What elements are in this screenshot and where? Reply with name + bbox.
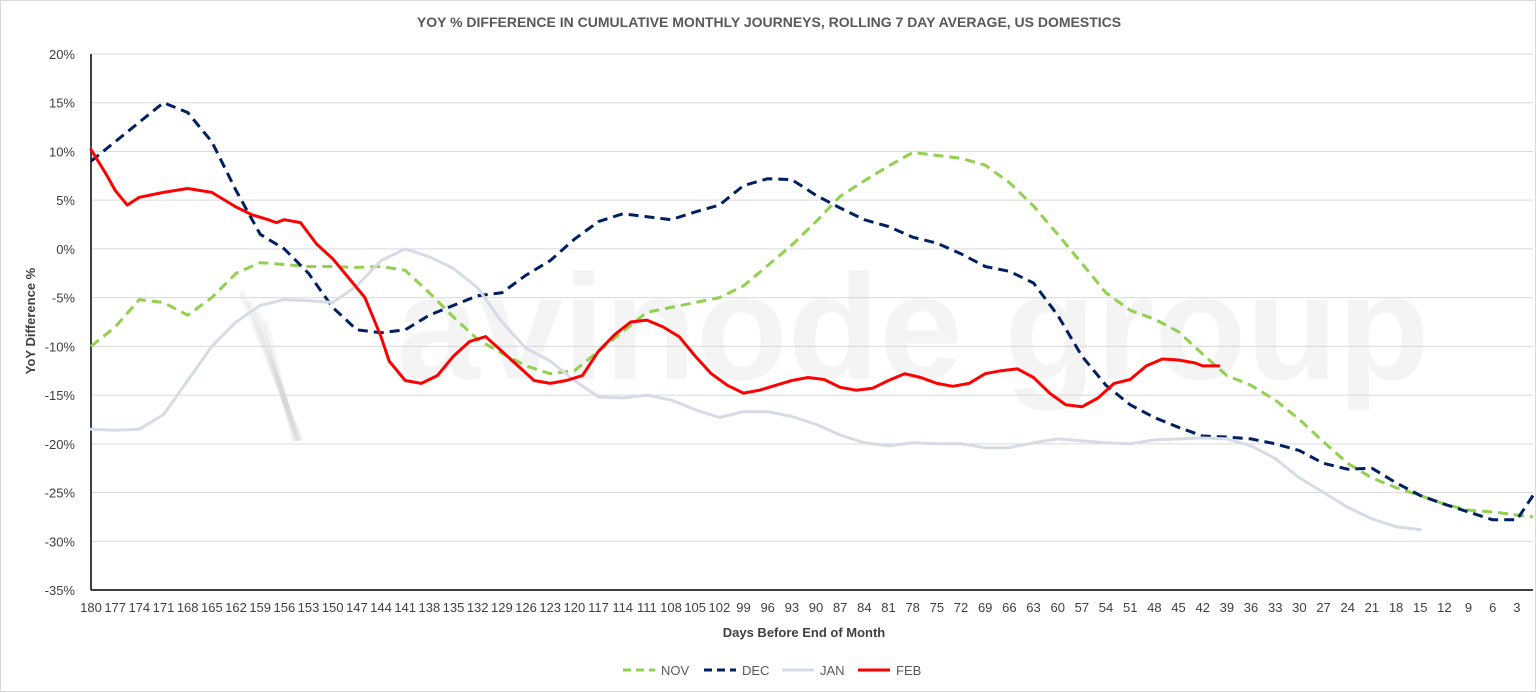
y-tick-label: 20% [49,47,75,62]
x-tick-label: 33 [1268,600,1282,615]
x-tick-label: 126 [515,600,537,615]
x-tick-label: 99 [736,600,750,615]
x-tick-label: 42 [1195,600,1209,615]
x-tick-label: 63 [1026,600,1040,615]
y-tick-label: -5% [52,291,76,306]
x-tick-label: 120 [564,600,586,615]
y-tick-label: -30% [45,534,76,549]
watermark-mark [238,289,304,443]
chart-title: YOY % DIFFERENCE IN CUMULATIVE MONTHLY J… [417,14,1121,30]
x-tick-label: 57 [1075,600,1089,615]
y-axis-ticks: 20% 15% 10% 5% 0% -5% -10% -15% -20% -25% -30% -35% [45,47,76,598]
x-tick-label: 84 [857,600,871,615]
y-tick-label: -25% [45,486,76,501]
x-tick-label: 45 [1171,600,1185,615]
x-tick-label: 102 [709,600,731,615]
x-tick-label: 90 [809,600,823,615]
legend-label-feb: FEB [896,663,921,678]
x-tick-label: 3 [1513,600,1520,615]
x-tick-label: 159 [249,600,271,615]
series-line-dec [90,101,1535,522]
watermark-mark [262,320,298,442]
x-tick-label: 78 [905,600,919,615]
x-axis-label: Days Before End of Month [723,625,886,640]
x-tick-label: 30 [1292,600,1306,615]
x-tick-label: 180 [80,600,102,615]
watermark-mark [254,310,300,442]
watermark-logo: avinode group [238,243,1429,443]
x-tick-label: 81 [881,600,895,615]
legend: NOV DEC JAN FEB [623,663,921,678]
legend-label-dec: DEC [742,663,769,678]
x-tick-label: 156 [273,600,295,615]
x-tick-label: 69 [978,600,992,615]
x-tick-label: 48 [1147,600,1161,615]
y-tick-label: -20% [45,437,76,452]
x-tick-label: 36 [1244,600,1258,615]
x-tick-label: 150 [322,600,344,615]
x-tick-label: 174 [128,600,150,615]
y-tick-label: 0% [56,242,75,257]
y-tick-label: 10% [49,144,75,159]
x-tick-label: 75 [930,600,944,615]
x-tick-label: 24 [1340,600,1354,615]
x-tick-label: 93 [785,600,799,615]
x-tick-label: 6 [1489,600,1496,615]
y-tick-label: -10% [45,339,76,354]
x-tick-label: 39 [1220,600,1234,615]
legend-label-jan: JAN [820,663,845,678]
watermark-mark [246,299,302,443]
x-tick-label: 129 [491,600,513,615]
y-axis-label: YoY Difference % [23,267,38,374]
series-line-jan [89,247,1422,532]
x-tick-label: 111 [637,600,657,615]
x-tick-label: 18 [1389,600,1403,615]
series-lines [89,101,1535,532]
x-tick-label: 144 [370,600,392,615]
x-tick-label: 96 [760,600,774,615]
y-tick-label: 15% [49,96,75,111]
x-tick-label: 135 [443,600,465,615]
x-tick-label: 60 [1050,600,1064,615]
x-tick-label: 87 [833,600,847,615]
x-axis-ticks: 180 177 174 171 168 165 162 159 156 153 150 147 144 1… [80,600,1520,615]
y-tick-label: 5% [56,193,75,208]
x-tick-label: 138 [418,600,440,615]
y-tick-label: -35% [45,583,76,598]
x-tick-label: 123 [539,600,561,615]
x-tick-label: 165 [201,600,223,615]
x-tick-label: 12 [1437,600,1451,615]
legend-label-nov: NOV [661,663,690,678]
x-tick-label: 153 [298,600,320,615]
axes [90,54,1533,591]
x-tick-label: 15 [1413,600,1427,615]
x-tick-label: 54 [1099,600,1113,615]
gridlines [91,53,1533,542]
series-line-feb [89,148,1221,409]
x-tick-label: 177 [104,600,126,615]
x-tick-label: 147 [346,600,368,615]
x-tick-label: 114 [612,600,633,615]
x-tick-label: 105 [684,600,706,615]
x-tick-label: 66 [1002,600,1016,615]
y-tick-label: -15% [45,388,76,403]
x-tick-label: 21 [1365,600,1379,615]
x-tick-label: 162 [225,600,247,615]
x-tick-label: 117 [588,600,609,615]
x-tick-label: 168 [177,600,199,615]
x-tick-label: 27 [1316,600,1330,615]
x-tick-label: 51 [1123,600,1137,615]
series-line-nov [90,150,1534,519]
x-tick-label: 132 [467,600,489,615]
x-tick-label: 108 [660,600,682,615]
x-tick-label: 9 [1465,600,1472,615]
x-tick-label: 171 [153,600,175,615]
x-tick-label: 141 [394,600,416,615]
x-tick-label: 72 [954,600,968,615]
watermark-text: avinode group [396,243,1429,411]
